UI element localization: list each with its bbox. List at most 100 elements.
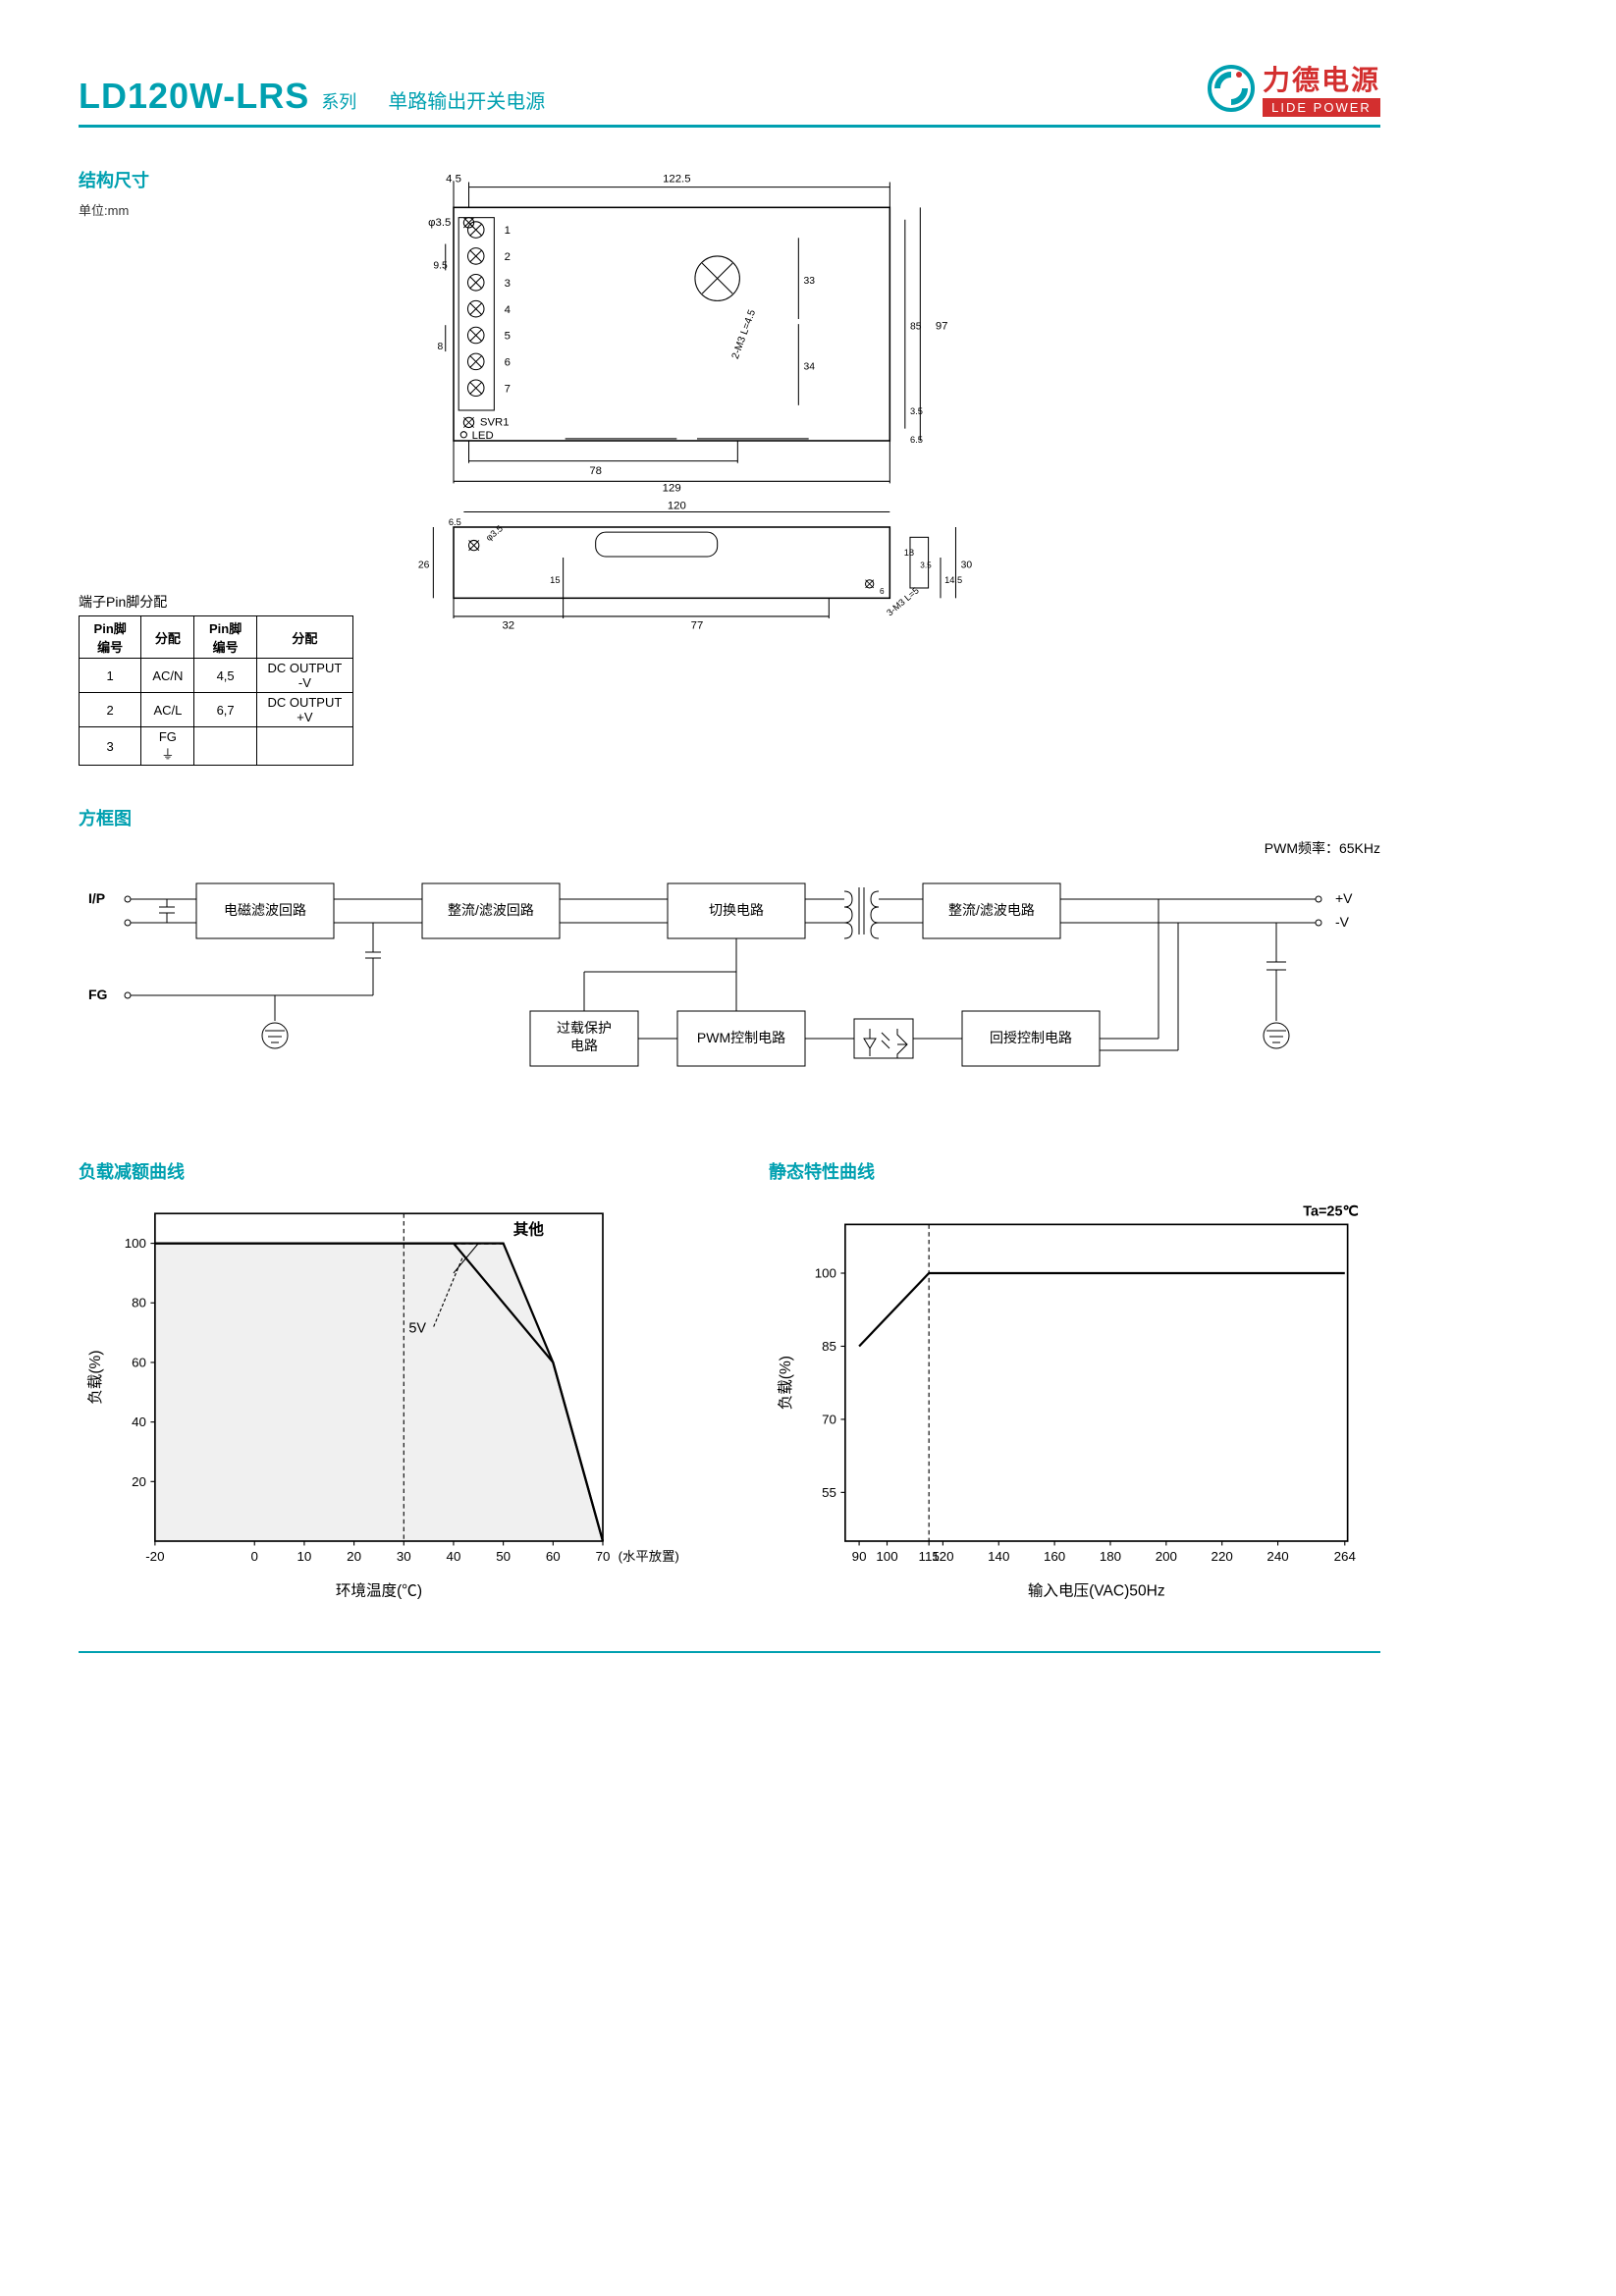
static-title: 静态特性曲线 bbox=[769, 1158, 1380, 1184]
title-block: LD120W-LRS 系列 单路输出开关电源 bbox=[79, 76, 545, 117]
model-number: LD120W-LRS bbox=[79, 76, 309, 117]
svg-text:φ3.5: φ3.5 bbox=[428, 217, 451, 229]
svg-text:2: 2 bbox=[505, 251, 511, 263]
logo-text: 力德电源 LIDE POWER bbox=[1263, 59, 1380, 117]
top-view-drawing: 122.5 4.5 φ3.5 1234567 9.5 8 SVR1 LED 97 bbox=[393, 167, 1001, 492]
dimensions-unit: 单位:mm bbox=[79, 200, 353, 219]
svg-text:78: 78 bbox=[589, 465, 602, 477]
svg-text:回授控制电路: 回授控制电路 bbox=[990, 1030, 1072, 1045]
svg-text:20: 20 bbox=[132, 1474, 146, 1489]
logo-cn: 力德电源 bbox=[1263, 59, 1380, 98]
svg-text:60: 60 bbox=[546, 1549, 561, 1564]
svg-text:-20: -20 bbox=[145, 1549, 164, 1564]
svg-text:3: 3 bbox=[505, 278, 511, 290]
block-diagram-title: 方框图 bbox=[79, 805, 1380, 830]
svg-text:180: 180 bbox=[1100, 1549, 1121, 1564]
svg-text:220: 220 bbox=[1212, 1549, 1233, 1564]
svg-text:30: 30 bbox=[397, 1549, 411, 1564]
svg-text:40: 40 bbox=[132, 1415, 146, 1429]
derating-chart: 负载减额曲线 20 40 60 80 100 -20 0 10 20 30 40 50 60 70 其他 5V… bbox=[79, 1158, 690, 1612]
dimensions-section: 结构尺寸 单位:mm 端子Pin脚分配 Pin脚编号分配Pin脚编号分配 1AC… bbox=[79, 167, 1380, 766]
svg-text:15: 15 bbox=[550, 574, 560, 584]
svg-text:电磁滤波回路: 电磁滤波回路 bbox=[224, 902, 306, 918]
svg-text:SVR1: SVR1 bbox=[480, 416, 510, 428]
svg-text:其他: 其他 bbox=[513, 1219, 545, 1238]
page-header: LD120W-LRS 系列 单路输出开关电源 力德电源 LIDE POWER bbox=[79, 59, 1380, 117]
pin-header: Pin脚编号 bbox=[194, 616, 256, 659]
svg-text:32: 32 bbox=[502, 619, 514, 631]
svg-text:0: 0 bbox=[251, 1549, 258, 1564]
svg-text:Ta=25℃: Ta=25℃ bbox=[1303, 1203, 1359, 1219]
brand-logo: 力德电源 LIDE POWER bbox=[1208, 59, 1380, 117]
svg-text:4: 4 bbox=[505, 304, 511, 316]
svg-text:+V: +V bbox=[1335, 890, 1353, 906]
derating-title: 负载减额曲线 bbox=[79, 1158, 690, 1184]
pin-header: 分配 bbox=[256, 616, 352, 659]
svg-text:7: 7 bbox=[505, 383, 511, 395]
svg-text:60: 60 bbox=[132, 1355, 146, 1369]
svg-text:85: 85 bbox=[822, 1339, 836, 1354]
svg-text:PWM控制电路: PWM控制电路 bbox=[697, 1030, 785, 1045]
svg-text:80: 80 bbox=[132, 1296, 146, 1310]
pin-header: Pin脚编号 bbox=[80, 616, 141, 659]
pin-header: 分配 bbox=[141, 616, 194, 659]
svg-text:电路: 电路 bbox=[570, 1038, 598, 1053]
svg-text:-V: -V bbox=[1335, 914, 1350, 930]
subtitle: 单路输出开关电源 bbox=[388, 85, 545, 114]
side-view-drawing: 120 6.5 φ3.5 26 15 30 14.5 18 3.5 6 32 7… bbox=[393, 497, 1001, 639]
series-label: 系列 bbox=[321, 88, 356, 114]
svg-text:5V: 5V bbox=[408, 1321, 426, 1337]
svg-text:整流/滤波回路: 整流/滤波回路 bbox=[448, 902, 534, 918]
svg-text:240: 240 bbox=[1266, 1549, 1288, 1564]
svg-text:140: 140 bbox=[988, 1549, 1009, 1564]
pwm-freq: PWM频率：65KHz bbox=[79, 838, 1380, 858]
svg-text:34: 34 bbox=[803, 362, 815, 373]
svg-text:LED: LED bbox=[472, 430, 494, 442]
svg-text:122.5: 122.5 bbox=[663, 173, 690, 185]
dimensions-left: 结构尺寸 单位:mm 端子Pin脚分配 Pin脚编号分配Pin脚编号分配 1AC… bbox=[79, 167, 353, 766]
svg-text:8: 8 bbox=[437, 342, 443, 352]
svg-text:FG: FG bbox=[88, 987, 108, 1002]
svg-text:40: 40 bbox=[447, 1549, 461, 1564]
svg-text:264: 264 bbox=[1334, 1549, 1357, 1564]
pin-row: 2AC/L6,7DC OUTPUT +V bbox=[80, 693, 353, 727]
block-diagram: I/P FG 电磁滤波回路 整流/滤波回路 切换电路 整流/滤波电路 bbox=[79, 864, 1380, 1119]
svg-text:200: 200 bbox=[1156, 1549, 1177, 1564]
svg-text:120: 120 bbox=[932, 1549, 953, 1564]
dimensions-drawings: 122.5 4.5 φ3.5 1234567 9.5 8 SVR1 LED 97 bbox=[393, 167, 1380, 643]
svg-text:6: 6 bbox=[505, 357, 511, 369]
svg-text:55: 55 bbox=[822, 1485, 836, 1500]
svg-text:切换电路: 切换电路 bbox=[709, 902, 764, 918]
svg-text:97: 97 bbox=[936, 320, 948, 332]
svg-text:100: 100 bbox=[876, 1549, 897, 1564]
svg-text:70: 70 bbox=[596, 1549, 611, 1564]
svg-text:负载(%): 负载(%) bbox=[777, 1356, 794, 1410]
svg-text:I/P: I/P bbox=[88, 890, 105, 906]
svg-text:2-M3 L=4.5: 2-M3 L=4.5 bbox=[730, 308, 758, 360]
static-chart-svg: 5570851009010011512014016018020022024026… bbox=[769, 1192, 1380, 1607]
block-diagram-section: 方框图 PWM频率：65KHz I/P FG 电磁滤波回路 整流/滤波回路 切换… bbox=[79, 805, 1380, 1119]
svg-text:50: 50 bbox=[496, 1549, 511, 1564]
svg-text:129: 129 bbox=[663, 483, 681, 492]
svg-text:10: 10 bbox=[296, 1549, 311, 1564]
svg-text:85: 85 bbox=[910, 321, 922, 332]
logo-en: LIDE POWER bbox=[1263, 98, 1380, 117]
logo-icon bbox=[1208, 65, 1255, 112]
svg-text:6: 6 bbox=[880, 587, 885, 596]
svg-text:6.5: 6.5 bbox=[910, 435, 923, 445]
svg-text:160: 160 bbox=[1044, 1549, 1065, 1564]
svg-text:φ3.5: φ3.5 bbox=[484, 523, 505, 543]
pin-row: 3FG ⏚ bbox=[80, 727, 353, 766]
footer-rule bbox=[79, 1651, 1380, 1653]
svg-text:环境温度(℃): 环境温度(℃) bbox=[336, 1581, 422, 1600]
pin-table: Pin脚编号分配Pin脚编号分配 1AC/N4,5DC OUTPUT -V2AC… bbox=[79, 615, 353, 766]
svg-text:负载(%): 负载(%) bbox=[86, 1350, 104, 1404]
pin-row: 1AC/N4,5DC OUTPUT -V bbox=[80, 659, 353, 693]
svg-text:100: 100 bbox=[125, 1236, 146, 1251]
svg-text:77: 77 bbox=[691, 619, 704, 631]
svg-text:14.5: 14.5 bbox=[944, 574, 962, 584]
svg-text:26: 26 bbox=[418, 560, 430, 570]
svg-text:20: 20 bbox=[347, 1549, 361, 1564]
svg-text:120: 120 bbox=[668, 500, 686, 511]
charts-section: 负载减额曲线 20 40 60 80 100 -20 0 10 20 30 40 50 60 70 其他 5V… bbox=[79, 1158, 1380, 1612]
